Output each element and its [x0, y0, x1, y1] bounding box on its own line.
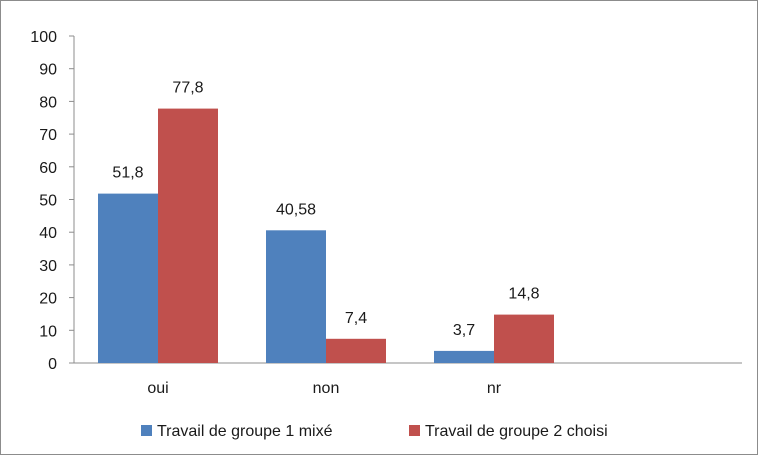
- data-label: 77,8: [172, 80, 203, 97]
- y-tick-label: 50: [39, 193, 57, 210]
- y-tick-label: 40: [39, 225, 57, 242]
- bar-series2-non: [326, 338, 386, 363]
- x-category-label: non: [313, 380, 340, 397]
- legend-swatch: [141, 425, 152, 436]
- legend: Travail de groupe 1 mixé Travail de group…: [141, 423, 608, 440]
- y-tick-label: 70: [39, 127, 57, 144]
- bars: [98, 108, 554, 364]
- x-category-label: nr: [487, 380, 502, 397]
- y-tick-label: 60: [39, 160, 57, 177]
- bar-series2-nr: [494, 314, 554, 363]
- bar-series1-oui: [98, 193, 158, 363]
- y-tick-label: 100: [30, 29, 57, 46]
- y-axis-ticks: 0 10 20 30 40 50 60 70 80 90 100: [30, 29, 74, 373]
- y-tick-label: 10: [39, 323, 57, 340]
- y-tick-label: 90: [39, 62, 57, 79]
- y-tick-label: 0: [48, 356, 57, 373]
- legend-label: Travail de groupe 2 choisi: [425, 423, 608, 440]
- y-tick-label: 20: [39, 291, 57, 308]
- y-tick-label: 80: [39, 94, 57, 111]
- bar-series1-nr: [434, 350, 494, 363]
- bar-series1-non: [266, 230, 326, 363]
- legend-label: Travail de groupe 1 mixé: [157, 423, 333, 440]
- data-label: 14,8: [508, 286, 539, 303]
- data-label: 3,7: [453, 322, 475, 339]
- data-labels: 51,8 77,8 40,58 7,4 3,7 14,8: [112, 80, 539, 339]
- data-label: 40,58: [276, 201, 316, 218]
- x-axis-category-labels: oui non nr: [147, 380, 501, 397]
- legend-swatch: [409, 425, 420, 436]
- bar-series2-oui: [158, 108, 218, 364]
- y-tick-label: 30: [39, 258, 57, 275]
- data-label: 7,4: [345, 310, 367, 327]
- data-label: 51,8: [112, 165, 143, 182]
- x-category-label: oui: [147, 380, 168, 397]
